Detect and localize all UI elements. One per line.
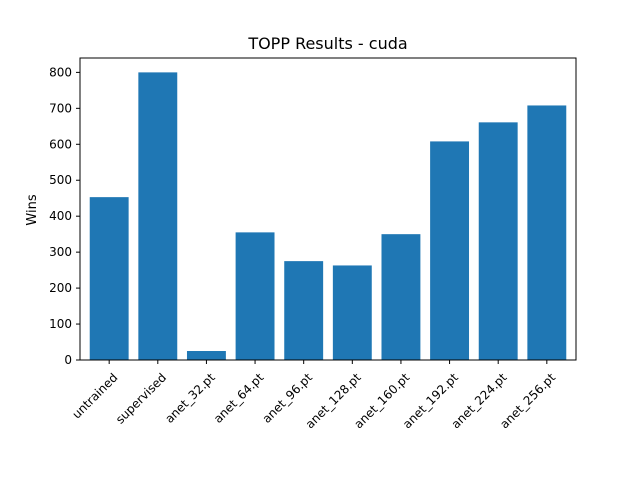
bar-anet_64.pt [235, 232, 275, 360]
y-tick-label: 800 [49, 65, 72, 79]
y-tick-label: 300 [49, 245, 72, 259]
x-tick-label-anet_32.pt: anet_32.pt [162, 370, 218, 426]
y-tick-label: 400 [49, 209, 72, 223]
bar-supervised [138, 72, 178, 360]
x-tick-label-anet_64.pt: anet_64.pt [211, 370, 267, 426]
x-tick-label-supervised: supervised [113, 370, 169, 426]
y-axis-ticks: 0 100 200 300 400 500 600 700 800 [49, 65, 80, 367]
bar-anet_192.pt [430, 141, 470, 360]
y-tick-label: 100 [49, 317, 72, 331]
bar-anet_160.pt [381, 234, 421, 360]
x-tick-label-untrained: untrained [69, 370, 120, 421]
bar-untrained [89, 197, 129, 360]
chart-title: TOPP Results - cuda [247, 34, 407, 53]
x-axis-ticks: untrainedsupervisedanet_32.ptanet_64.pta… [69, 360, 558, 431]
y-axis-label: Wins [25, 194, 40, 225]
bar-anet_128.pt [332, 265, 372, 360]
bar-anet_32.pt [186, 351, 226, 360]
bar-anet_96.pt [284, 261, 324, 360]
y-tick-label: 600 [49, 137, 72, 151]
y-tick-label: 500 [49, 173, 72, 187]
bars-group [89, 72, 567, 361]
y-tick-label: 200 [49, 281, 72, 295]
bar-anet_256.pt [527, 105, 567, 361]
y-tick-label: 700 [49, 101, 72, 115]
y-tick-label: 0 [64, 353, 72, 367]
bar-anet_224.pt [478, 122, 518, 360]
plot-frame [79, 57, 577, 361]
